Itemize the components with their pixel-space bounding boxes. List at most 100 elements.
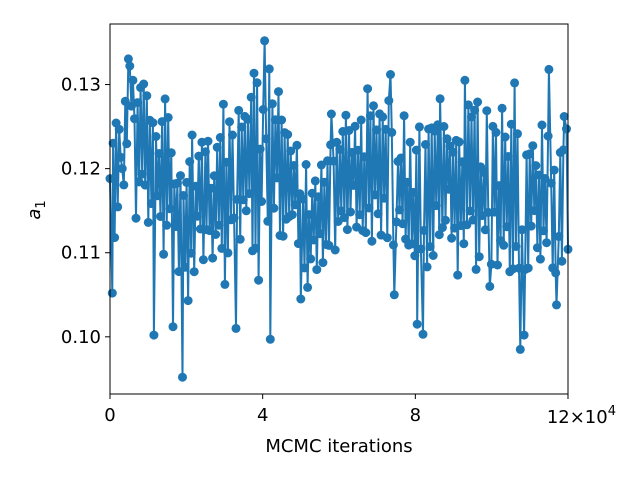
series-layer (105, 36, 573, 382)
trace-point (326, 109, 336, 119)
trace-point (395, 205, 404, 215)
trace-point (387, 127, 397, 137)
trace-point (125, 61, 135, 71)
trace-point (350, 121, 360, 131)
trace-point (462, 220, 472, 230)
trace-point (523, 263, 533, 273)
trace-point (309, 235, 319, 245)
trace-point (339, 213, 349, 223)
trace-point (165, 204, 175, 214)
trace-point (470, 105, 480, 115)
trace-point (292, 140, 302, 150)
trace-point (151, 132, 161, 141)
trace-point (510, 78, 520, 88)
trace-point (373, 209, 383, 219)
trace-point (298, 194, 308, 204)
trace-point (532, 243, 542, 253)
trace-point (448, 147, 458, 157)
trace-point (421, 140, 430, 149)
trace-point (405, 137, 415, 147)
trace-point (258, 105, 268, 114)
trace-point (444, 184, 453, 194)
trace-point (304, 210, 314, 220)
trace-point (411, 145, 421, 155)
trace-point (370, 190, 380, 200)
trace-point (143, 217, 153, 227)
trace-point (551, 268, 561, 278)
trace-point (353, 145, 363, 155)
trace-point (176, 171, 185, 181)
trace-point (254, 275, 264, 285)
trace-point (154, 149, 164, 158)
trace-point (367, 236, 377, 246)
trace-point (542, 238, 552, 248)
trace-point (265, 334, 275, 344)
trace-point (153, 191, 162, 201)
trace-point (116, 152, 126, 162)
trace-point (529, 206, 539, 216)
trace-point (289, 161, 299, 170)
trace-point (146, 199, 156, 209)
trace-point (179, 191, 188, 200)
trace-point (416, 244, 426, 254)
trace-point (142, 91, 152, 101)
trace-point (187, 130, 197, 140)
trace-point (243, 114, 253, 124)
trace-point (349, 180, 359, 190)
trace-point (255, 144, 265, 154)
trace-point (252, 78, 262, 88)
trace-point (194, 151, 204, 161)
trace-point (346, 207, 355, 217)
trace-point (500, 132, 510, 142)
trace-point (318, 258, 328, 268)
trace-point (130, 114, 139, 124)
x-multiplier-exponent: 4 (608, 404, 616, 419)
trace-point (283, 130, 293, 139)
trace-point (272, 173, 282, 183)
trace-point (329, 156, 339, 166)
trace-point (491, 127, 501, 137)
trace-point (552, 300, 561, 310)
trace-point (231, 323, 241, 333)
trace-point (526, 221, 536, 231)
y-tick-label: 0.11 (61, 243, 101, 264)
trace-point (228, 130, 237, 140)
trace-point (312, 265, 322, 275)
x-axis: 0 4 8 (104, 394, 569, 426)
y-tick-label: 0.10 (61, 327, 101, 348)
trace-point (178, 372, 187, 382)
trace-point (482, 106, 492, 116)
trace-point (562, 124, 571, 134)
trace-point (257, 197, 267, 206)
trace-point (399, 111, 409, 121)
trace-point (156, 212, 165, 221)
x-axis-multiplier: 12×104 (547, 404, 616, 428)
trace-point (186, 248, 196, 258)
trace-point (159, 249, 169, 259)
trace-point (557, 256, 567, 266)
trace-point (543, 131, 553, 141)
trace-point (439, 122, 449, 131)
trace-point (264, 64, 274, 74)
trace-point (133, 98, 143, 108)
trace-point (113, 202, 123, 212)
trace-point (479, 168, 489, 177)
trace-point (324, 240, 334, 250)
trace-point (303, 282, 313, 292)
trace-point (517, 225, 527, 235)
trace-point (544, 64, 554, 74)
trace-point (200, 147, 210, 157)
trace-point (431, 201, 441, 211)
trace-point (234, 105, 244, 115)
trace-point (414, 122, 424, 132)
trace-point (139, 79, 149, 89)
trace-point (459, 239, 469, 249)
trace-point (160, 94, 170, 104)
trace-point (278, 231, 288, 241)
trace-point (274, 87, 283, 97)
trace-point (166, 148, 176, 158)
trace-point (457, 157, 467, 167)
trace-point (410, 251, 420, 261)
